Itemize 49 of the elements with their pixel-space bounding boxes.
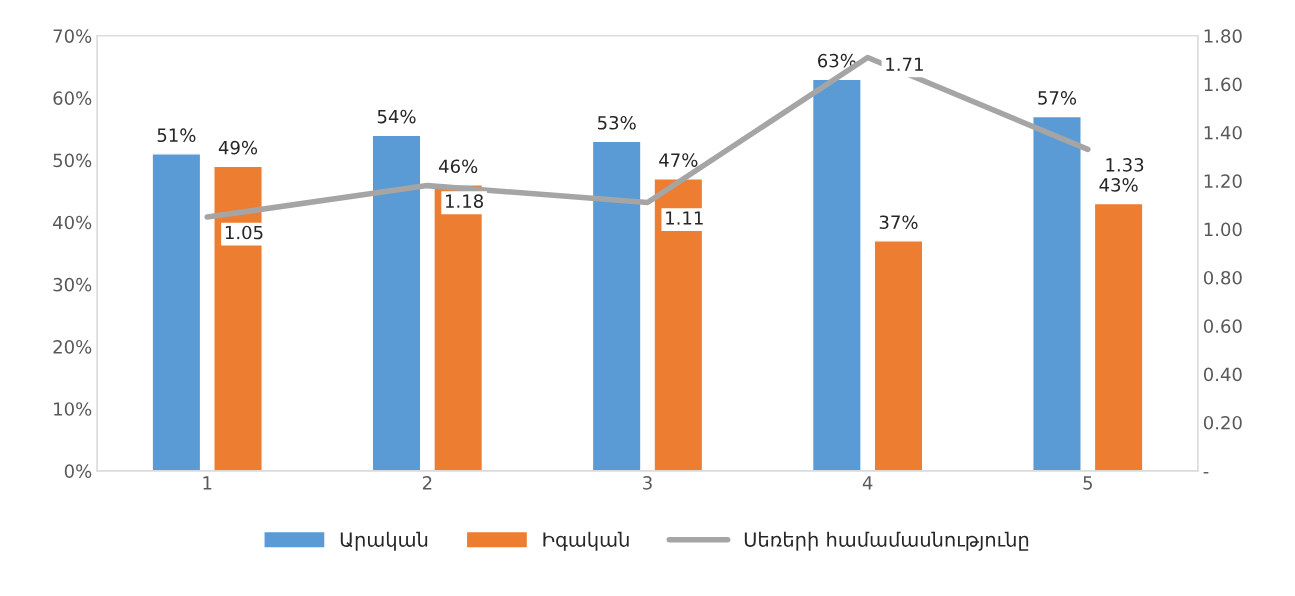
bar — [873, 240, 924, 471]
data-label: 57% — [1038, 91, 1077, 105]
data-label: 1.33 — [1106, 158, 1144, 172]
bar — [151, 153, 202, 471]
y2-tick-label: 1.60 — [1204, 77, 1242, 92]
y2-tick-label: 1.80 — [1204, 29, 1242, 43]
data-label: 49% — [218, 140, 258, 155]
data-label: 46% — [438, 159, 478, 174]
data-label: 47% — [659, 153, 698, 167]
legend-label: Արական — [340, 531, 428, 551]
data-label: 1.05 — [225, 225, 263, 240]
y2-tick-label: 1.00 — [1204, 222, 1242, 237]
y-tick-label: 0% — [64, 464, 92, 478]
y2-tick-label: 1.20 — [1204, 174, 1242, 188]
bar — [213, 165, 263, 471]
legend-label: Իգական — [543, 531, 629, 551]
data-label: 1.11 — [666, 211, 703, 225]
data-label: 1.71 — [886, 57, 923, 71]
y-tick-label: 50% — [53, 153, 92, 168]
data-label: 37% — [879, 215, 918, 230]
y-tick-label: 70% — [53, 29, 92, 43]
data-label: 53% — [598, 115, 636, 130]
bar — [653, 178, 704, 471]
bar — [591, 140, 642, 471]
x-tick-label: 4 — [862, 476, 873, 490]
y-tick-label: 40% — [53, 215, 92, 230]
y2-tick-label: 0.60 — [1203, 319, 1242, 333]
bar — [371, 134, 422, 471]
bar — [1093, 202, 1144, 471]
x-tick-label: 3 — [643, 476, 652, 490]
y2-tick-label: 0.80 — [1203, 270, 1242, 285]
legend-label: Սեռերի համամասնությունը — [744, 531, 1029, 551]
bar — [1032, 115, 1082, 471]
data-label: 43% — [1099, 178, 1138, 192]
y-tick-label: 20% — [53, 339, 92, 354]
x-tick-label: 2 — [422, 476, 432, 490]
y-tick-label: 60% — [53, 91, 92, 106]
y-tick-label: 30% — [53, 277, 92, 292]
y2-tick-label: 0.20 — [1203, 415, 1242, 430]
y2-tick-label: 0.40 — [1203, 367, 1242, 382]
bar — [811, 78, 862, 471]
x-tick-label: 5 — [1083, 476, 1092, 490]
y2-tick-label: 1.40 — [1204, 125, 1242, 140]
x-tick-label: 1 — [203, 476, 212, 490]
data-label: 1.18 — [446, 194, 483, 208]
y-tick-label: 10% — [54, 402, 92, 416]
data-label: 54% — [377, 109, 416, 124]
y2-tick-label: - — [1203, 472, 1209, 474]
data-label: 51% — [157, 128, 196, 143]
